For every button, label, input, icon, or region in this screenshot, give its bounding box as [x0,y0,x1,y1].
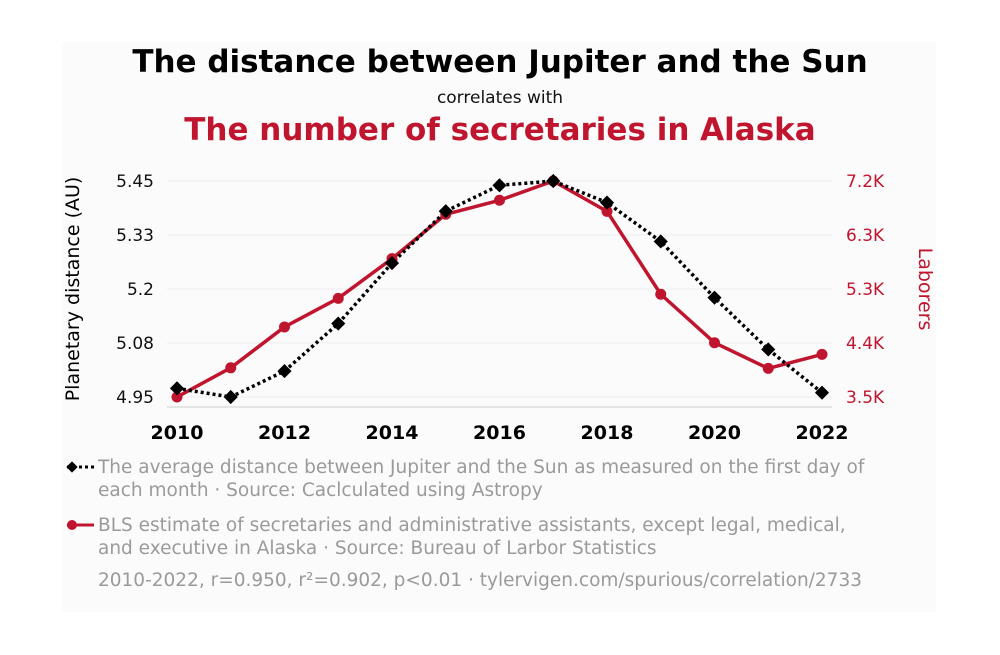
chart-title: The distance between Jupiter and the Sun [132,44,868,80]
chart-subtitle: The number of secretaries in Alaska [184,112,816,148]
series1-point [331,316,346,331]
x-tick-label: 2020 [688,422,741,444]
series1-point [599,195,615,210]
series2-point [494,194,505,206]
y-tick-label-right: 6.3K [846,226,885,246]
legend-label-series1: The average distance between Jupiter and… [98,457,865,501]
y-tick-label-right: 7.2K [846,172,885,192]
series2-point [225,362,237,374]
x-tick-label: 2014 [366,422,419,444]
series2-point [709,337,720,349]
series1-point [492,178,507,193]
series1-point [277,364,292,379]
series1-point [546,173,561,189]
series2-point [601,205,613,217]
y-tick-label-left: 4.95 [116,388,154,408]
legend-label-series2: BLS estimate of secretaries and administ… [98,515,846,559]
x-tick-label: 2022 [796,422,849,444]
series2-point [816,348,828,360]
series1-point [707,290,722,305]
series1-point [761,342,776,357]
y-tick-label-right: 3.5K [846,388,885,408]
y-tick-label-right: 5.3K [846,280,885,300]
connector-text: correlates with [436,88,564,108]
series2-point [332,292,344,304]
y-tick-label-left: 5.08 [116,334,154,354]
series1-point [169,381,185,396]
series1-point [223,389,238,405]
series1-point [814,385,830,400]
y-tick-label-left: 5.33 [116,226,154,246]
series2-point [655,288,667,300]
y-tick-label-left: 5.45 [116,172,154,192]
chart-card [62,42,936,612]
y-tick-label-right: 4.4K [846,334,885,354]
legend-entry-series1: The average distance between Jupiter and… [64,456,944,506]
legend-entry-series2: BLS estimate of secretaries and administ… [64,514,944,564]
series1-point [438,204,453,219]
series1-point [384,256,400,271]
x-tick-label: 2018 [581,422,634,444]
solid-line-circle-swatch-icon [67,520,94,530]
x-tick-label: 2016 [473,422,526,444]
y-tick-label-left: 5.2 [127,280,154,300]
x-tick-label: 2012 [258,422,311,444]
x-tick-label: 2010 [151,422,204,444]
series2-point [762,362,774,374]
y-axis-title-left: Planetary distance (AU) [62,177,84,402]
series2-point [171,391,183,403]
stats-footer: 2010-2022, r=0.950, r²=0.902, p<0.01 · t… [98,570,862,591]
dotted-line-diamond-swatch-icon [66,461,94,473]
series1-point [653,234,668,249]
series2-point [279,321,290,333]
y-axis-title-right: Laborers [914,248,936,331]
